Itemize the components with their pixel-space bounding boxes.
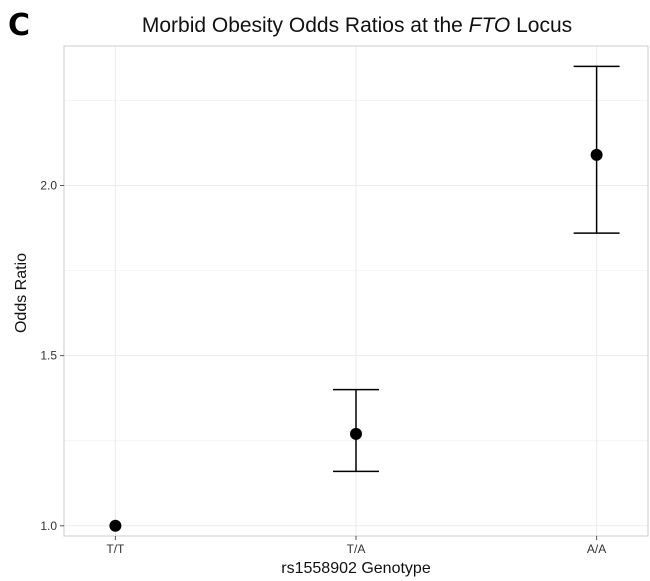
y-tick-label: 2.0 [40,179,57,193]
y-tick-label: 1.0 [40,519,57,533]
data-point [590,148,603,161]
y-tick-label: 1.5 [40,349,57,363]
x-axis-label: rs1558902 Genotype [281,560,431,577]
panel-letter: C [8,8,31,43]
chart-title-end: Locus [510,14,573,37]
x-tick-label: A/A [587,542,606,556]
chart-title-italic: FTO [468,14,511,37]
data-point [350,427,362,440]
data-point [109,519,122,532]
x-tick-label: T/T [106,542,125,556]
x-tick-label: T/A [347,542,366,556]
chart-title-main: Morbid Obesity Odds Ratios at the [141,14,469,37]
chart-title: Morbid Obesity Odds Ratios at the FTO Lo… [64,14,650,38]
